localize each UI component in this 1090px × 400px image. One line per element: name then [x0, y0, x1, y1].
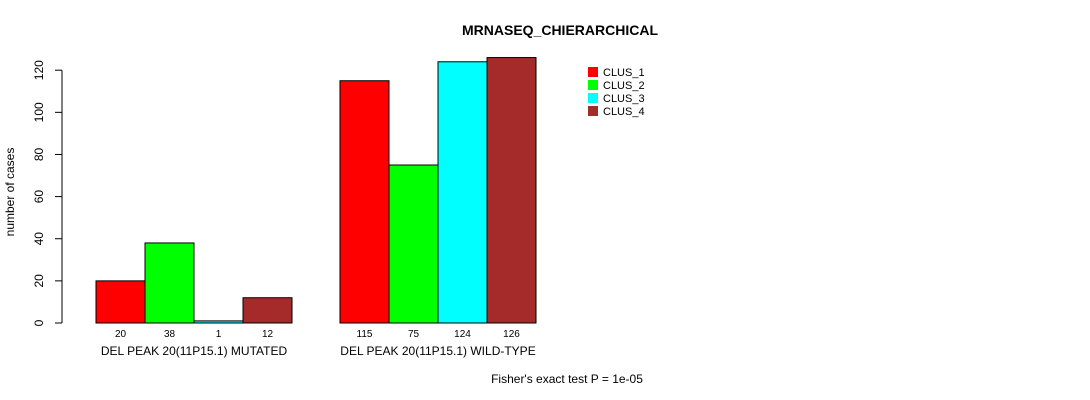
bar-value-label: 12: [262, 329, 274, 340]
bar: [242, 297, 293, 324]
bars: [95, 57, 537, 324]
y-tick-label: 0: [32, 319, 46, 326]
bar-value-label: 126: [503, 329, 520, 340]
y-tick-label: 40: [32, 232, 46, 246]
bar: [437, 61, 488, 324]
bar-value-labels: 20 38 1 12 115 75 124 126: [115, 329, 520, 340]
group-label: DEL PEAK 20(11P15.1) WILD-TYPE: [340, 344, 535, 358]
y-tick-label: 80: [32, 147, 46, 161]
bar-value-label: 75: [408, 329, 420, 340]
y-axis: 0 20 40 60 80 100 120: [32, 60, 63, 326]
bar: [388, 164, 439, 324]
bar: [193, 320, 244, 324]
legend-label: CLUS_3: [603, 93, 645, 105]
y-tick-label: 60: [32, 190, 46, 204]
bar-value-label: 38: [164, 329, 176, 340]
fisher-test-annotation: Fisher's exact test P = 1e-05: [491, 372, 643, 386]
bar-value-label: 1: [216, 329, 222, 340]
bar: [339, 80, 390, 324]
bar-value-label: 115: [357, 329, 373, 340]
legend-swatch: [588, 67, 598, 77]
bar: [95, 280, 146, 324]
chart-title: MRNASEQ_CHIERARCHICAL: [462, 22, 658, 38]
y-tick-label: 120: [32, 60, 46, 80]
y-tick-label: 20: [32, 274, 46, 288]
bar-value-label: 20: [115, 329, 127, 340]
bar: [144, 242, 195, 324]
legend-swatch: [588, 93, 598, 103]
legend-label: CLUS_4: [603, 106, 645, 118]
group-labels: DEL PEAK 20(11P15.1) MUTATED DEL PEAK 20(…: [101, 344, 536, 358]
legend-swatch: [588, 106, 598, 116]
y-axis-label: number of cases: [3, 148, 17, 237]
y-tick-label: 100: [32, 102, 46, 122]
legend-label: CLUS_2: [603, 80, 645, 92]
legend-label: CLUS_1: [603, 67, 645, 79]
bar: [486, 57, 537, 324]
bar-value-label: 124: [454, 329, 471, 340]
legend-swatch: [588, 80, 598, 90]
group-label: DEL PEAK 20(11P15.1) MUTATED: [101, 344, 288, 358]
